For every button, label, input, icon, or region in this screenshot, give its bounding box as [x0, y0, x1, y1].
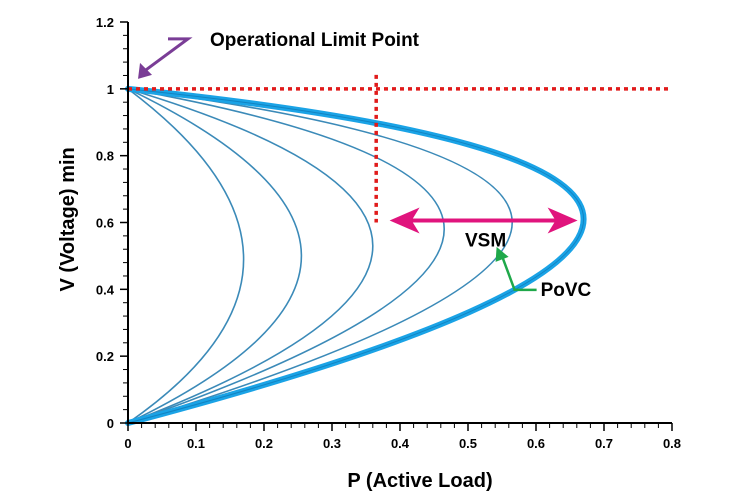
pv-curve-critical	[125, 85, 587, 426]
y-tick-label: 0	[107, 416, 114, 431]
vsm-arrowhead-left	[389, 207, 420, 234]
operational-limit-arrowhead	[138, 62, 152, 79]
annotations: Operational Limit Point VSM PoVC	[138, 30, 592, 301]
x-axis-title: P (Active Load)	[347, 470, 492, 492]
pv-curve-3	[127, 88, 374, 424]
y-axis-title-suffix: min	[57, 147, 79, 183]
y-tick-label: 0.8	[96, 149, 114, 164]
x-tick-label: 0.3	[323, 436, 341, 451]
x-tick-label: 0.1	[187, 436, 205, 451]
y-tick-label: 0.2	[96, 349, 114, 364]
vsm-arrowhead-right	[547, 207, 578, 234]
operational-limit-arrow-line	[141, 37, 193, 75]
pv-curve-1	[127, 88, 245, 424]
pv-curve-4	[127, 88, 445, 424]
x-tick-label: 0.6	[527, 436, 545, 451]
x-tick-label: 0.7	[595, 436, 613, 451]
x-tick-label: 0.4	[391, 436, 410, 451]
y-ticks: 0 0.2 0.4 0.6 0.8 1 1.2	[96, 15, 128, 431]
curves-group	[125, 85, 587, 426]
axes: 0 0.1 0.2 0.3 0.4 0.5 0.6 0.7 0.8 0 0.2 0.4 0.6 0.8 1…	[96, 15, 681, 451]
x-tick-label: 0.2	[255, 436, 273, 451]
vsm-label: VSM	[465, 231, 506, 252]
x-tick-label: 0.8	[663, 436, 681, 451]
reference-lines	[128, 74, 672, 223]
povc-arrow-line	[500, 254, 537, 292]
x-ticks: 0 0.1 0.2 0.3 0.4 0.5 0.6 0.7 0.8	[124, 423, 681, 451]
y-tick-label: 1	[107, 82, 114, 97]
povc-arrowhead	[495, 246, 509, 262]
x-tick-label: 0.5	[459, 436, 477, 451]
pv-curve-5	[127, 88, 513, 424]
povc-label: PoVC	[541, 280, 592, 301]
pv-curve-critical-edge	[127, 88, 584, 424]
x-tick-label: 0	[124, 436, 131, 451]
y-tick-label: 1.2	[96, 15, 114, 30]
y-tick-label: 0.4	[96, 282, 115, 297]
operational-limit-label: Operational Limit Point	[210, 30, 420, 51]
y-tick-label: 0.6	[96, 216, 114, 231]
y-axis-title: V (Voltage)	[57, 189, 79, 292]
pv-curve-2	[127, 88, 302, 424]
